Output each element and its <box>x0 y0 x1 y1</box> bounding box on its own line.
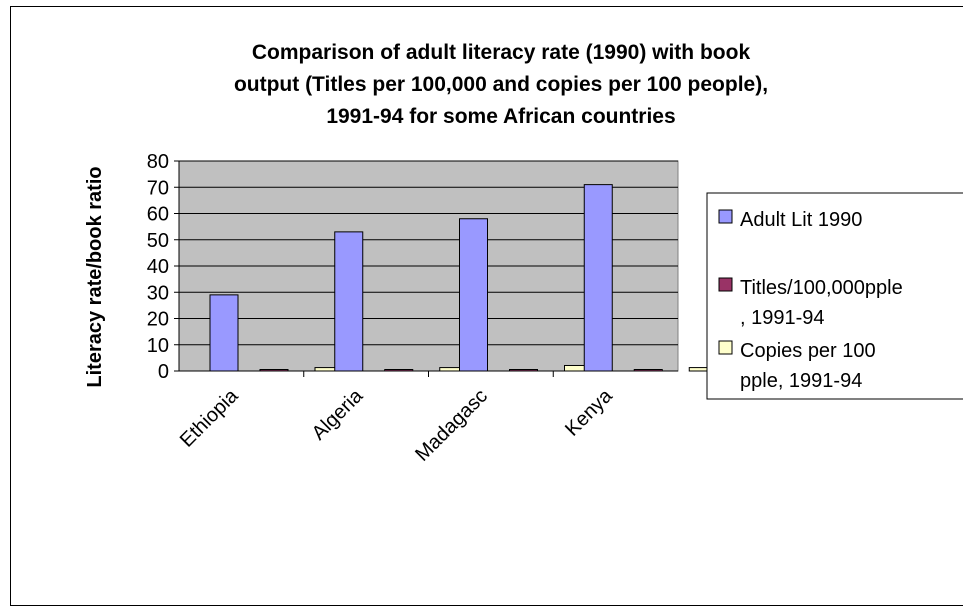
bar-adult-lit <box>459 218 488 372</box>
y-tick-label: 30 <box>147 282 169 304</box>
chart-title-line-1: Comparison of adult literacy rate (1990)… <box>252 41 751 64</box>
bar-adult-lit <box>209 294 239 372</box>
x-category-label: Kenya <box>561 384 617 440</box>
y-tick-label: 50 <box>147 230 169 252</box>
legend: Adult Lit 1990 Titles/100,000pple , 1991-9… <box>706 192 963 400</box>
legend-box <box>706 192 963 400</box>
y-tick-label: 0 <box>158 361 169 383</box>
bar-adult-lit <box>583 184 613 372</box>
y-tick-label: 40 <box>147 256 169 278</box>
legend-label: Copies per 100 <box>740 340 876 362</box>
bar-titles <box>259 369 289 372</box>
chart-title-line-2: output (Titles per 100,000 and copies pe… <box>234 73 768 96</box>
x-category-label: Madagasc <box>411 385 492 466</box>
legend-label: , 1991-94 <box>740 307 825 329</box>
y-tick-label: 10 <box>147 335 169 357</box>
chart-area: Comparison of adult literacy rate (1990)… <box>10 6 963 606</box>
bar-titles <box>509 369 538 372</box>
chart-svg: Comparison of adult literacy rate (1990)… <box>84 41 963 466</box>
legend-swatch <box>718 209 733 224</box>
bar-titles <box>384 369 414 372</box>
legend-swatch <box>718 277 733 292</box>
y-tick-label: 60 <box>147 204 169 226</box>
bar-titles <box>633 369 663 372</box>
y-axis-label: Literacy rate/book ratio <box>84 166 106 387</box>
x-category-label: Algeria <box>308 384 368 444</box>
legend-label: pple, 1991-94 <box>740 370 862 392</box>
y-tick-label: 20 <box>147 309 169 331</box>
y-tick-label: 80 <box>147 151 169 173</box>
y-tick-label: 70 <box>147 177 169 199</box>
plot-area: 0 10 20 30 40 50 60 70 80 Ethiopia Algeria Madagasc… <box>147 151 718 466</box>
legend-label: Adult Lit 1990 <box>740 209 862 231</box>
legend-label: Titles/100,000pple <box>740 277 903 299</box>
legend-swatch <box>718 340 733 355</box>
chart-title-line-3: 1991-94 for some African countries <box>326 105 675 128</box>
x-category-label: Ethiopia <box>176 384 243 451</box>
bar-adult-lit <box>334 231 364 372</box>
